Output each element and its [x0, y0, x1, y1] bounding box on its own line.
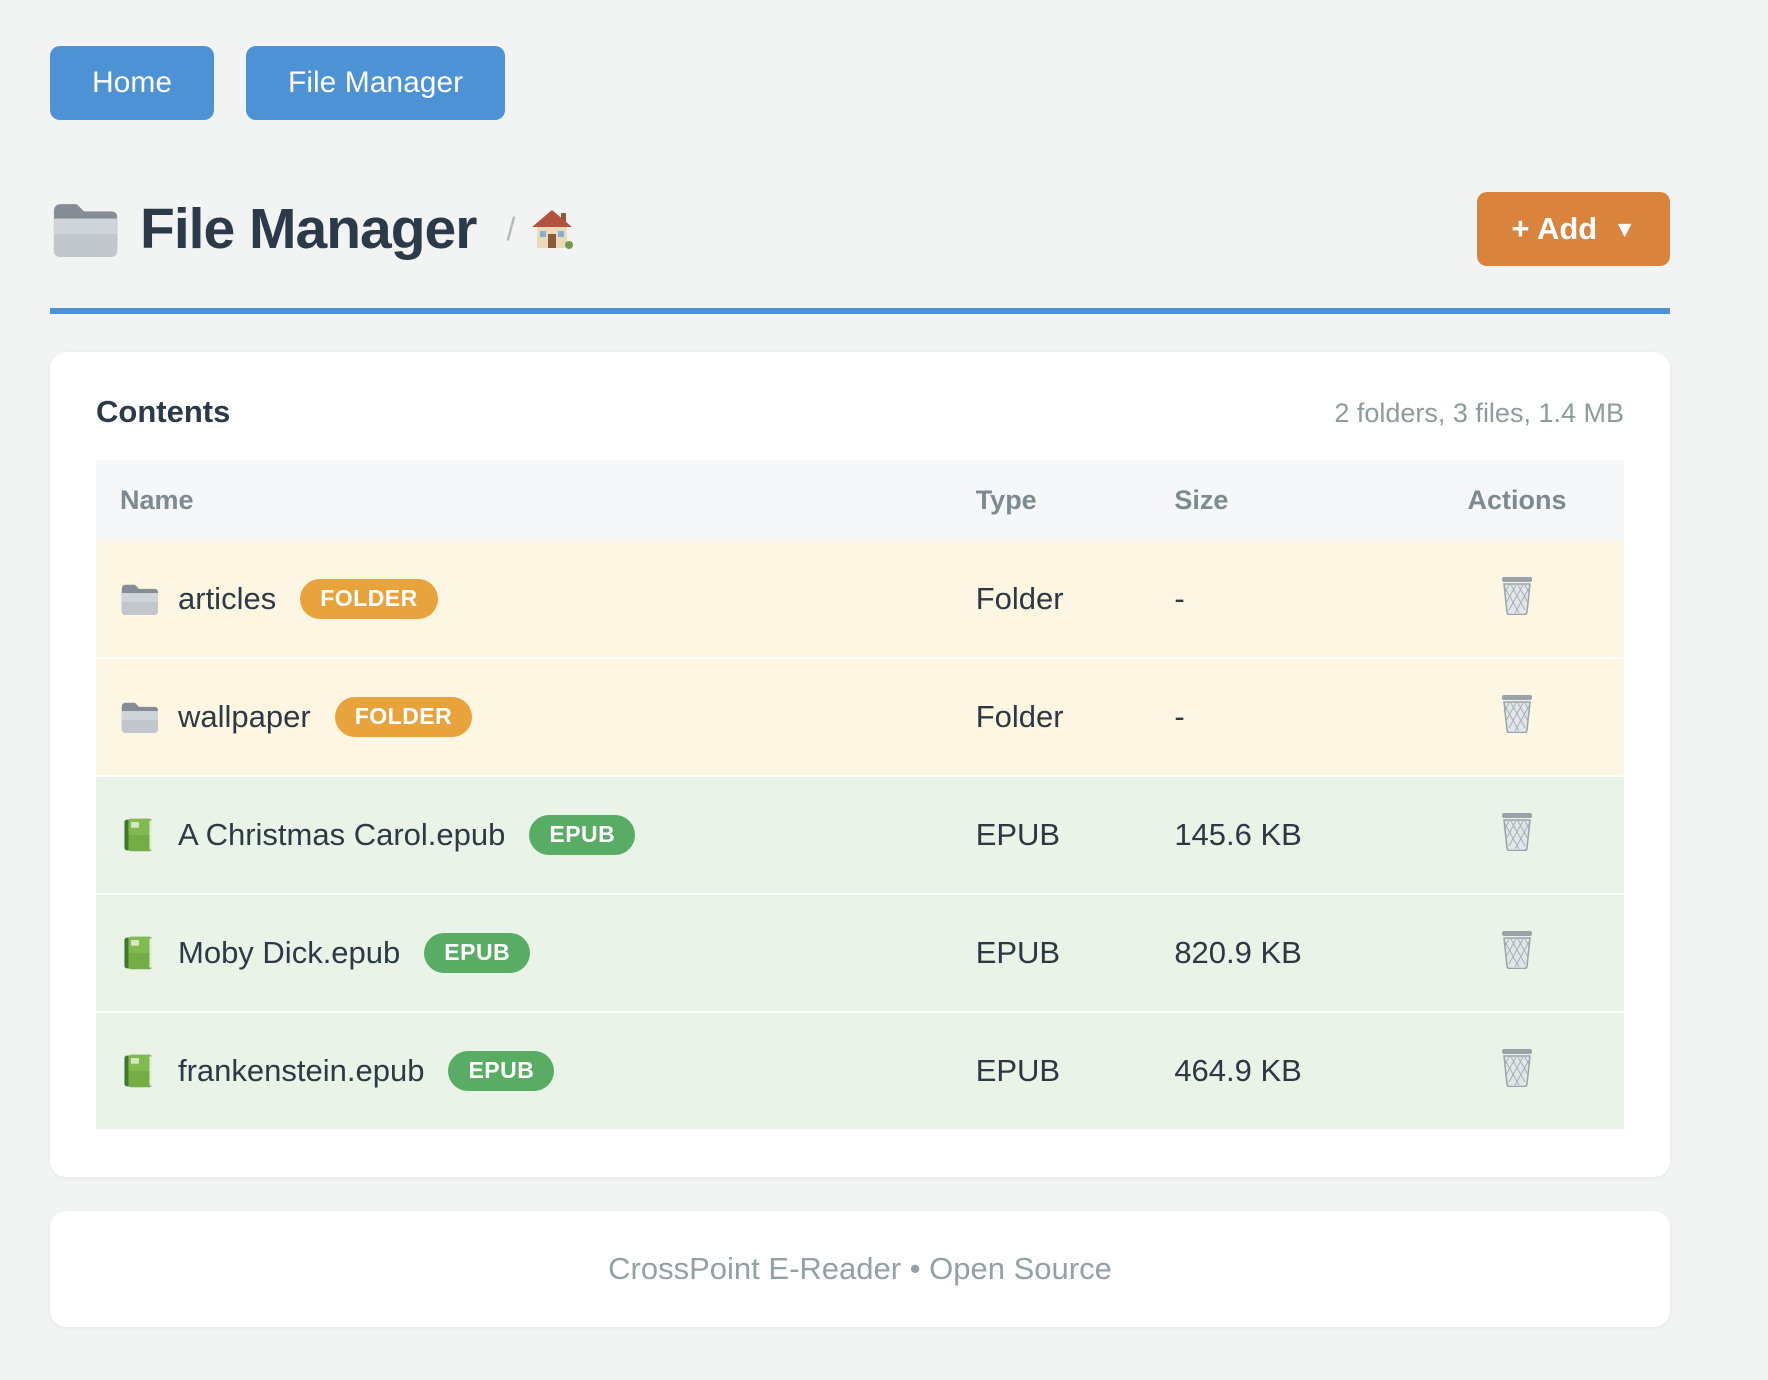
type-cell: EPUB	[951, 1012, 1151, 1131]
top-nav: Home File Manager	[50, 46, 1670, 120]
footer-text: CrossPoint E-Reader • Open Source	[608, 1251, 1112, 1286]
book-icon	[120, 818, 158, 852]
delete-button[interactable]	[1499, 693, 1535, 734]
folder-icon	[50, 201, 118, 257]
breadcrumb-separator: /	[506, 210, 516, 247]
size-cell: 820.9 KB	[1150, 894, 1411, 1013]
footer-card: CrossPoint E-Reader • Open Source	[50, 1211, 1670, 1327]
contents-heading: Contents	[96, 394, 231, 429]
breadcrumb: File Manager /	[50, 196, 574, 262]
nav-file-manager-button[interactable]: File Manager	[246, 46, 506, 120]
add-button-label: + Add	[1511, 211, 1598, 246]
file-manager-page: Home File Manager File Manager / + Add ▼…	[50, 46, 1670, 1327]
file-name-link[interactable]: articles	[178, 581, 277, 616]
size-cell: 464.9 KB	[1150, 1012, 1411, 1131]
page-title: File Manager	[140, 197, 477, 261]
file-name-link[interactable]: wallpaper	[178, 699, 311, 734]
type-cell: Folder	[951, 658, 1151, 777]
folder-icon	[120, 700, 158, 734]
file-table: Name Type Size Actions articles FOLDER F…	[96, 460, 1624, 1131]
size-cell: -	[1150, 541, 1411, 659]
house-icon[interactable]	[531, 209, 574, 249]
chevron-down-icon: ▼	[1613, 215, 1636, 242]
delete-button[interactable]	[1499, 575, 1535, 616]
file-name-link[interactable]: Moby Dick.epub	[178, 935, 401, 970]
contents-card-header: Contents 2 folders, 3 files, 1.4 MB	[96, 394, 1624, 430]
type-badge: EPUB	[529, 815, 636, 855]
size-cell: 145.6 KB	[1150, 776, 1411, 895]
table-row: A Christmas Carol.epub EPUB EPUB 145.6 K…	[96, 776, 1624, 895]
table-row: articles FOLDER Folder -	[96, 541, 1624, 659]
type-cell: EPUB	[951, 894, 1151, 1013]
add-button[interactable]: + Add ▼	[1477, 192, 1670, 266]
contents-card: Contents 2 folders, 3 files, 1.4 MB Name…	[50, 352, 1670, 1177]
type-badge: EPUB	[424, 933, 531, 973]
page-header: File Manager / + Add ▼	[50, 192, 1670, 266]
column-header-type: Type	[951, 460, 1151, 541]
table-header-row: Name Type Size Actions	[96, 460, 1624, 541]
table-row: Moby Dick.epub EPUB EPUB 820.9 KB	[96, 894, 1624, 1013]
contents-summary: 2 folders, 3 files, 1.4 MB	[1334, 398, 1624, 428]
table-row: frankenstein.epub EPUB EPUB 464.9 KB	[96, 1012, 1624, 1131]
type-badge: FOLDER	[300, 579, 438, 619]
table-row: wallpaper FOLDER Folder -	[96, 658, 1624, 777]
folder-icon	[120, 582, 158, 616]
file-name-link[interactable]: A Christmas Carol.epub	[178, 817, 506, 852]
type-badge: FOLDER	[334, 697, 473, 737]
column-header-name: Name	[96, 460, 952, 541]
delete-button[interactable]	[1499, 811, 1535, 852]
type-cell: Folder	[951, 541, 1151, 659]
nav-home-button[interactable]: Home	[50, 46, 215, 120]
type-cell: EPUB	[951, 776, 1151, 895]
delete-button[interactable]	[1499, 1047, 1535, 1088]
book-icon	[120, 936, 158, 970]
size-cell: -	[1150, 658, 1411, 777]
delete-button[interactable]	[1499, 929, 1535, 970]
file-name-link[interactable]: frankenstein.epub	[178, 1053, 425, 1088]
column-header-size: Size	[1150, 460, 1411, 541]
book-icon	[120, 1054, 158, 1088]
type-badge: EPUB	[448, 1051, 555, 1091]
column-header-actions: Actions	[1410, 460, 1624, 541]
title-underline	[50, 308, 1670, 314]
